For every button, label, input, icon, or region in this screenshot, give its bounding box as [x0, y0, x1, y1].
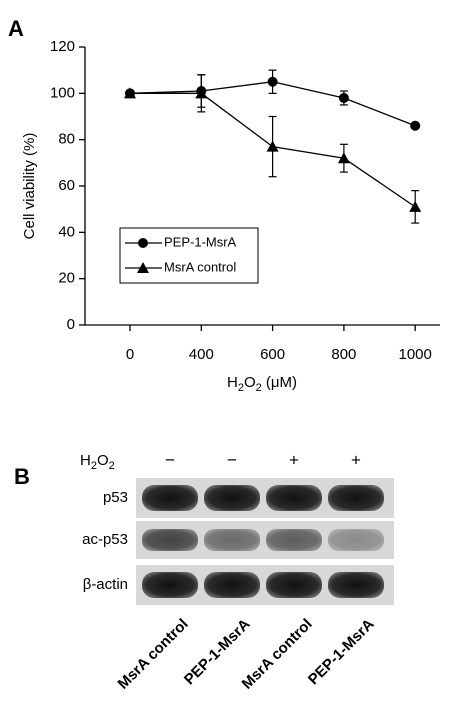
label-part: (μM)	[262, 374, 297, 391]
y-axis-label: Cell viability (%)	[21, 133, 38, 240]
y-tick-label: 100	[50, 84, 75, 101]
legend-label: PEP-1-MsrA	[164, 234, 237, 249]
x-tick-label: 800	[331, 346, 356, 363]
blot	[136, 478, 394, 605]
row-label: p53	[103, 489, 128, 506]
band	[204, 485, 260, 511]
x-tick-label: 400	[189, 346, 214, 363]
treatment-sign: +	[351, 450, 361, 469]
label: H2O2	[80, 452, 115, 472]
band	[142, 529, 198, 551]
marker	[138, 238, 148, 248]
y-tick-label: 0	[67, 316, 75, 333]
subscript: 2	[109, 460, 115, 472]
y-tick-label: 40	[58, 223, 75, 240]
band	[328, 572, 384, 598]
marker	[410, 120, 421, 131]
legend-label: MsrA control	[164, 259, 236, 274]
row-label: ac-p53	[82, 531, 128, 548]
y-tick-label: 60	[58, 177, 75, 194]
marker	[338, 92, 349, 103]
label-part: O	[244, 374, 256, 391]
x-tick-label: 0	[126, 346, 134, 363]
x-tick-label: 600	[260, 346, 285, 363]
label-part: O	[97, 452, 109, 469]
legend-box	[119, 227, 259, 284]
label-part: H	[227, 374, 238, 391]
panel-label: B	[14, 464, 30, 489]
marker	[137, 262, 149, 273]
label: H2O2 (μM)	[227, 374, 297, 394]
lane-label: PEP-1-MsrA	[305, 615, 378, 688]
band	[204, 529, 260, 551]
y-tick-label: 20	[58, 270, 75, 287]
subscript: 2	[91, 460, 97, 472]
band	[266, 485, 322, 511]
y-tick-label: 80	[58, 131, 75, 148]
band	[328, 529, 384, 551]
treatment-sign: +	[289, 450, 299, 469]
treatment-sign: −	[227, 450, 237, 469]
marker	[409, 200, 422, 212]
band	[266, 529, 322, 551]
row-label: β-actin	[83, 576, 128, 593]
band	[266, 572, 322, 598]
lane-label: MsrA control	[115, 616, 192, 693]
label-part: H	[80, 452, 91, 469]
x-tick-label: 1000	[399, 346, 432, 363]
panel-label: A	[8, 16, 24, 41]
treatment-sign: −	[165, 450, 175, 469]
marker	[267, 76, 278, 87]
subscript: 2	[256, 382, 262, 394]
band	[204, 572, 260, 598]
bands	[142, 485, 384, 598]
band	[142, 572, 198, 598]
marker	[124, 87, 136, 99]
marker	[195, 87, 208, 99]
marker	[266, 140, 279, 152]
subscript: 2	[238, 382, 244, 394]
band	[142, 485, 198, 511]
band	[328, 485, 384, 511]
y-tick-label: 120	[50, 38, 75, 55]
marker	[337, 152, 350, 164]
